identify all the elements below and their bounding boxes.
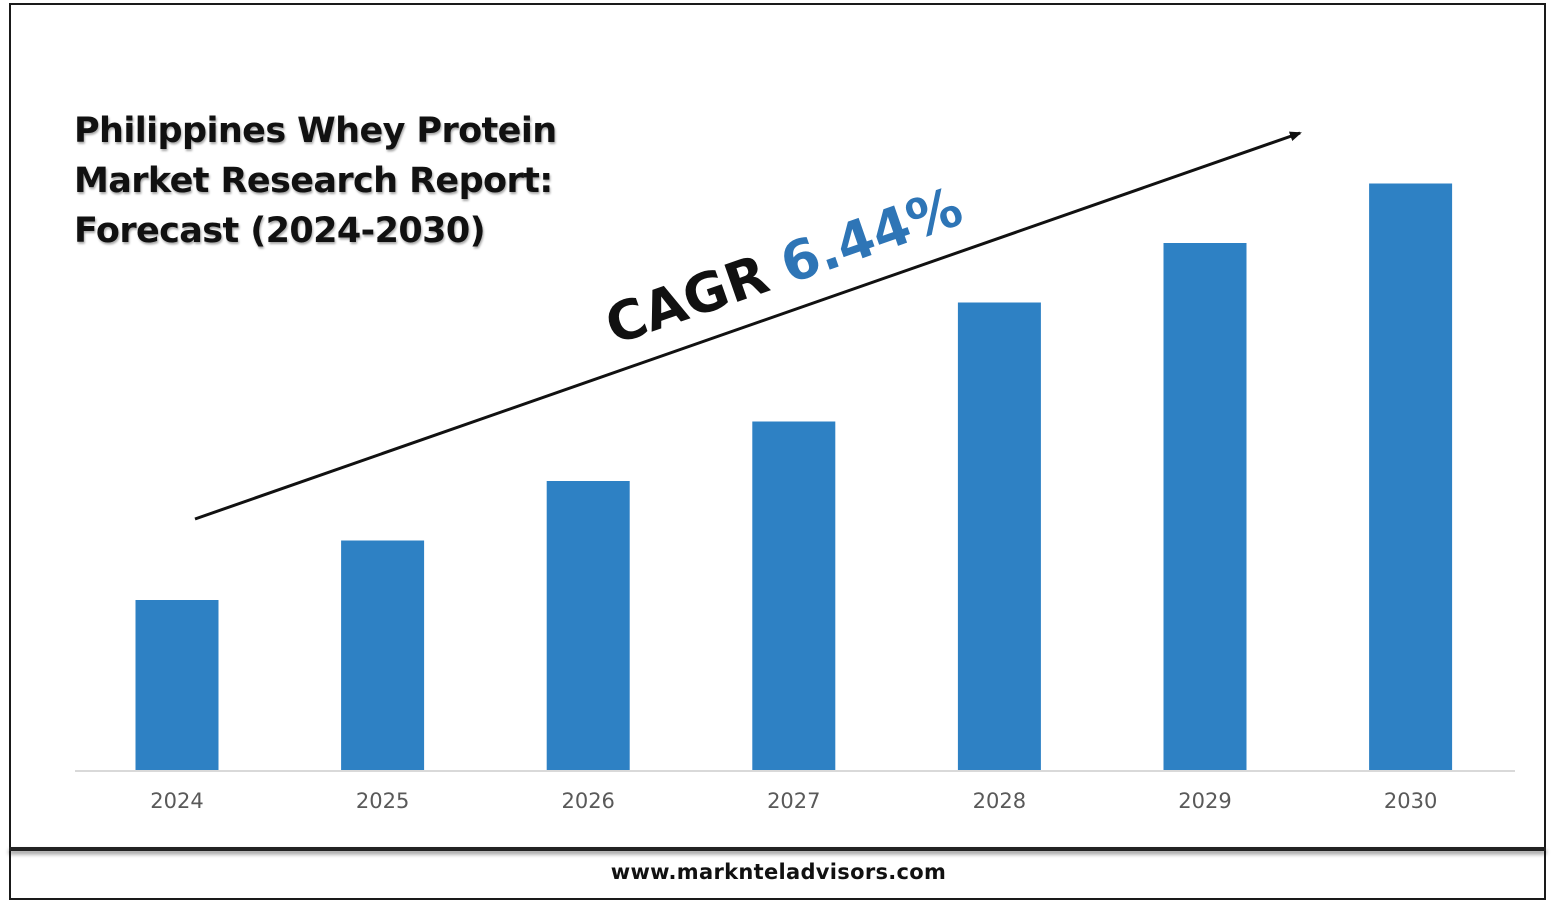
footer-website[interactable]: www.marknteladvisors.com [610, 860, 947, 884]
x-tick-label-2030: 2030 [1384, 789, 1437, 813]
x-tick-label-2028: 2028 [973, 789, 1026, 813]
cagr-prefix: CAGR [598, 243, 777, 358]
bar-2025 [341, 540, 425, 770]
x-tick-label-2029: 2029 [1178, 789, 1231, 813]
x-tick-label-2025: 2025 [356, 789, 409, 813]
bar-series [135, 183, 1453, 770]
title-line-2: Market Research Report: [74, 161, 553, 201]
title-line-1: Philippines Whey Protein [74, 111, 557, 151]
chart-title: Philippines Whey Protein Market Research… [74, 106, 634, 256]
bar-2028 [957, 302, 1041, 770]
cagr-annotation: CAGR6.44% [598, 175, 971, 357]
bar-2030 [1369, 183, 1453, 770]
x-tick-label-2026: 2026 [561, 789, 614, 813]
cagr-value: 6.44% [772, 175, 970, 296]
x-tick-label-2024: 2024 [150, 789, 203, 813]
growth-arrow [194, 131, 1302, 521]
title-line-3: Forecast (2024-2030) [74, 211, 486, 251]
bar-2027 [752, 421, 836, 770]
bar-2024 [135, 600, 219, 770]
bar-2026 [546, 481, 630, 770]
bar-2029 [1163, 243, 1247, 770]
footer-divider [9, 847, 1546, 851]
x-tick-label-2027: 2027 [767, 789, 820, 813]
x-axis-tick-labels: 2024 2025 2026 2027 2028 2029 2030 [150, 789, 1437, 813]
